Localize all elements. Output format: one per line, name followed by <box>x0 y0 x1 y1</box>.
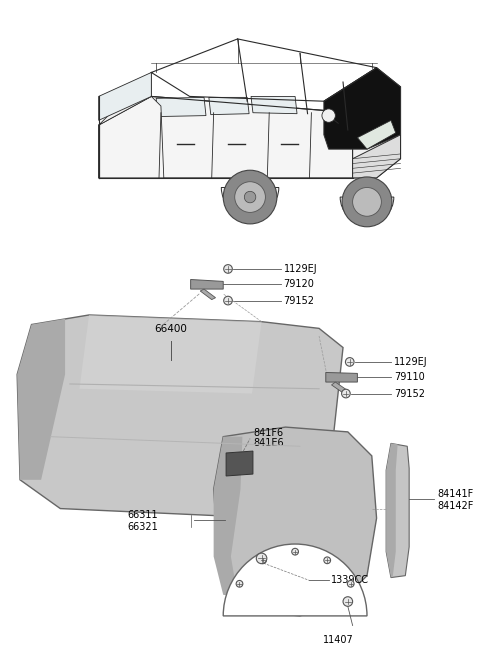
Text: 1339CC: 1339CC <box>331 575 369 585</box>
Polygon shape <box>98 96 353 178</box>
Circle shape <box>224 264 232 274</box>
Circle shape <box>322 109 336 122</box>
Text: 84142F: 84142F <box>437 501 473 510</box>
Text: 1129EJ: 1129EJ <box>284 264 317 274</box>
Polygon shape <box>251 96 297 113</box>
Circle shape <box>256 553 267 564</box>
Circle shape <box>348 581 354 587</box>
Polygon shape <box>226 451 253 476</box>
Text: 66321: 66321 <box>127 522 158 532</box>
Polygon shape <box>98 72 151 121</box>
Polygon shape <box>332 382 348 394</box>
Polygon shape <box>353 134 400 178</box>
Circle shape <box>244 192 256 203</box>
Text: 79152: 79152 <box>284 296 314 306</box>
Circle shape <box>292 548 299 555</box>
Polygon shape <box>98 96 164 178</box>
Circle shape <box>353 188 382 216</box>
Wedge shape <box>340 197 394 224</box>
Text: 84141F: 84141F <box>437 489 473 499</box>
Wedge shape <box>223 544 367 616</box>
Text: 66400: 66400 <box>154 324 187 334</box>
Text: 11407: 11407 <box>323 635 354 645</box>
Circle shape <box>346 358 354 366</box>
Text: 79152: 79152 <box>394 388 425 399</box>
Polygon shape <box>17 315 343 518</box>
Polygon shape <box>209 97 249 115</box>
Circle shape <box>223 170 277 224</box>
Circle shape <box>224 297 232 305</box>
Circle shape <box>343 597 353 606</box>
Polygon shape <box>98 72 151 125</box>
Text: 841E6: 841E6 <box>253 438 284 449</box>
Circle shape <box>235 182 265 213</box>
Polygon shape <box>324 68 377 134</box>
Circle shape <box>236 581 243 587</box>
Polygon shape <box>358 121 396 149</box>
Polygon shape <box>214 437 242 597</box>
Polygon shape <box>353 68 400 178</box>
Circle shape <box>342 177 392 227</box>
Wedge shape <box>221 188 279 216</box>
Polygon shape <box>214 427 377 616</box>
Polygon shape <box>156 97 206 117</box>
Text: 66311: 66311 <box>127 510 158 520</box>
Polygon shape <box>324 68 400 149</box>
Polygon shape <box>386 443 409 577</box>
Polygon shape <box>80 315 262 394</box>
Polygon shape <box>191 279 223 289</box>
Text: 79120: 79120 <box>284 279 314 289</box>
Polygon shape <box>326 373 358 382</box>
Polygon shape <box>17 319 65 480</box>
Text: 1129EJ: 1129EJ <box>394 357 428 367</box>
Circle shape <box>324 557 331 564</box>
Text: 841F6: 841F6 <box>253 428 283 438</box>
Text: 79110: 79110 <box>394 372 425 382</box>
Circle shape <box>342 389 350 398</box>
Circle shape <box>260 557 266 564</box>
Polygon shape <box>386 443 397 577</box>
Polygon shape <box>200 289 216 300</box>
